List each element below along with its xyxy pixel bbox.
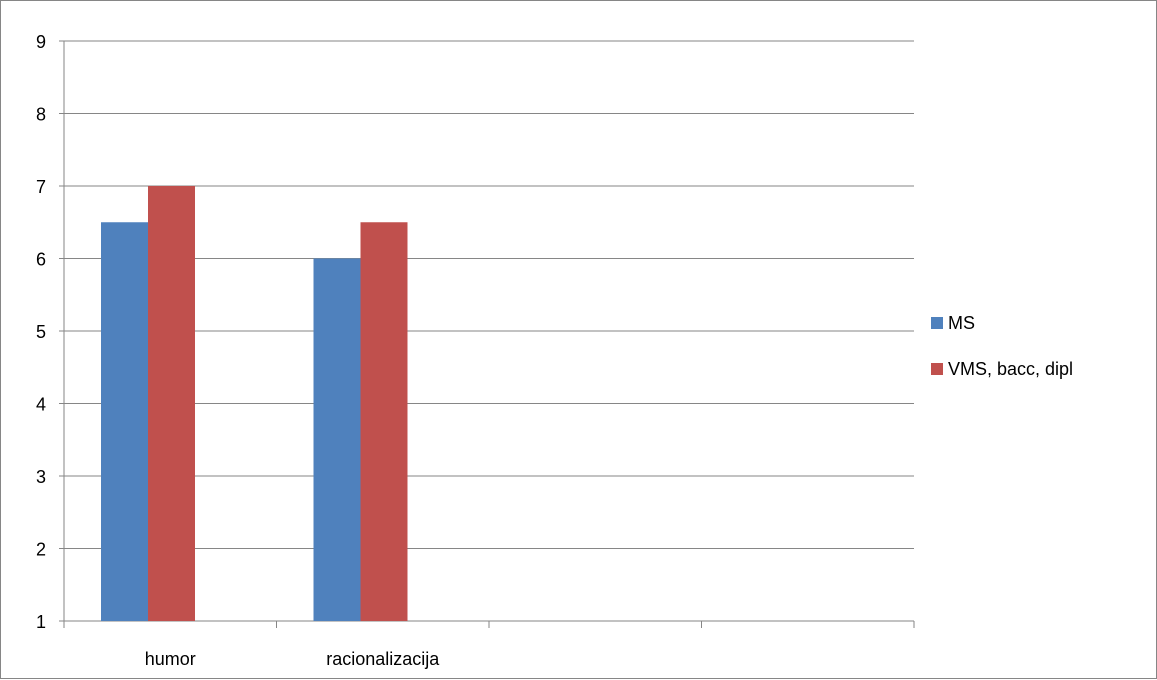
x-tick-label: racionalizacija xyxy=(326,649,440,669)
y-tick-label: 6 xyxy=(36,250,46,270)
bar-ms-humor xyxy=(101,222,148,621)
legend-label-vms: VMS, bacc, dipl xyxy=(948,358,1074,379)
y-tick-label: 5 xyxy=(36,322,46,342)
y-tick-label: 1 xyxy=(36,612,46,632)
legend-item-vms: VMS, bacc, dipl xyxy=(931,358,1073,380)
y-tick-label: 8 xyxy=(36,105,46,125)
bar-ms-racionalizacija xyxy=(313,258,361,621)
bar-vms-racionalizacija xyxy=(360,222,408,621)
legend-swatch-vms xyxy=(931,363,943,375)
y-tick-label: 3 xyxy=(36,467,46,487)
y-tick-label: 2 xyxy=(36,540,46,560)
y-tick-label: 4 xyxy=(36,395,46,415)
y-tick-label: 7 xyxy=(36,177,46,197)
legend-label-ms: MS xyxy=(948,312,975,333)
y-tick-label: 9 xyxy=(36,32,46,52)
bar-vms-humor xyxy=(148,186,195,621)
legend: MS VMS, bacc, dipl xyxy=(931,312,1073,404)
legend-item-ms: MS xyxy=(931,312,1073,334)
x-tick-label: humor xyxy=(145,649,196,669)
legend-swatch-ms xyxy=(931,317,943,329)
